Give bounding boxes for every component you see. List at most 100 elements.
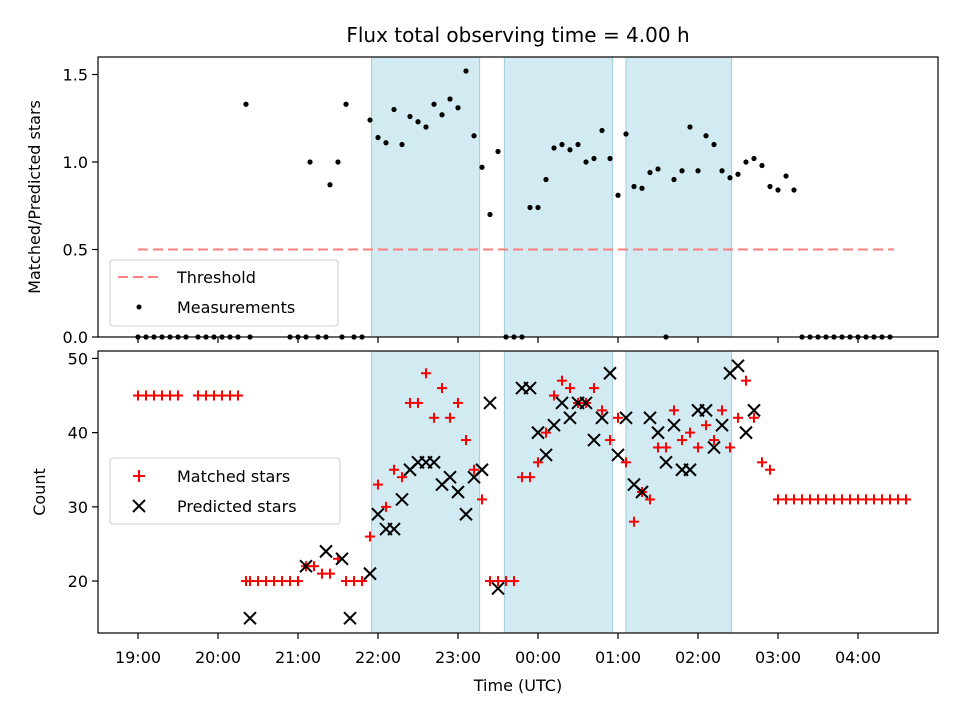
matched-star-point (533, 457, 543, 468)
predicted-star-point (643, 411, 657, 425)
measurement-point (535, 204, 541, 211)
predicted-star-point (667, 418, 681, 432)
measurement-point (343, 101, 349, 107)
predicted-star-stroke-b (335, 552, 349, 566)
matched-star-point (725, 442, 735, 453)
predicted-star-point (739, 425, 753, 440)
matched-star-point (733, 412, 743, 423)
matched-star-point (453, 397, 463, 408)
matched-star-point (709, 435, 719, 446)
predicted-star-point (731, 359, 745, 373)
predicted-star-point (747, 403, 761, 418)
predicted-star-stroke-b (555, 396, 569, 410)
matched-star-point (541, 427, 551, 438)
x-tick-label: 23:00 (435, 648, 481, 667)
matched-star-point (461, 435, 471, 446)
matched-star-point (389, 464, 399, 475)
measurement-point (727, 175, 733, 181)
measurement-point (487, 211, 493, 218)
predicted-star-point (443, 470, 457, 484)
measurement-point (551, 145, 557, 151)
measurement-point (495, 148, 501, 155)
matched-star-point (509, 576, 519, 587)
predicted-star-point (587, 433, 601, 447)
x-tick-label: 22:00 (355, 648, 401, 667)
bottom-legend: Matched stars Predicted stars (109, 457, 341, 525)
predicted-star-stroke-b (715, 418, 729, 432)
predicted-star-stroke-b (587, 433, 601, 447)
predicted-star-stroke-b (699, 403, 713, 418)
matched-star-point (413, 397, 423, 408)
measurement-point (647, 169, 653, 176)
top-panel: 0.0 0.5 1.0 1.5 Matched/Predicted stars Thr… (25, 56, 939, 347)
top-shaded-spans (371, 56, 733, 338)
measurement-point (391, 106, 397, 113)
matched-star-point (717, 405, 727, 416)
predicted-star-stroke-b (299, 559, 313, 573)
predicted-star-stroke-b (595, 411, 609, 425)
measurement-point (743, 159, 749, 165)
predicted-star-stroke-b (651, 425, 665, 440)
predicted-star-stroke-b (343, 611, 357, 625)
measurement-point (671, 176, 677, 183)
top-y-tick-label: 1.5 (63, 66, 88, 85)
x-tick-label: 21:00 (275, 648, 321, 667)
measurement-point (607, 155, 613, 162)
matched-star-point (701, 420, 711, 431)
matched-star-point (309, 561, 319, 572)
predicted-star-point (595, 411, 609, 425)
predicted-star-point (635, 485, 649, 499)
matched-legend-swatch (133, 470, 145, 482)
matched-star-point (469, 464, 479, 475)
predicted-star-point (699, 403, 713, 418)
predicted-star-stroke-b (739, 425, 753, 440)
matched-star-point (685, 427, 695, 438)
predicted-star-stroke-b (611, 448, 625, 462)
measurement-point (383, 140, 389, 146)
measurement-point (639, 185, 645, 191)
predicted-star-stroke-b (603, 366, 617, 380)
predicted-star-stroke-b (539, 448, 553, 462)
predicted-star-point (371, 507, 385, 521)
bottom-x-ticks: 19:00 20:00 21:00 22:00 23:00 00:00 01:00 02:00… (115, 633, 881, 667)
matched-star-point (749, 412, 759, 423)
matched-star-point (429, 412, 439, 423)
x-tick-label: 20:00 (195, 648, 241, 667)
top-shaded-span-1 (503, 56, 613, 338)
predicted-star-stroke-b (371, 507, 385, 521)
predicted-star-stroke-b (707, 440, 721, 455)
measurement-point (375, 134, 381, 141)
matched-star-point (621, 457, 631, 468)
predicted-star-point (363, 566, 377, 581)
measurement-point (367, 117, 373, 123)
predicted-star-point (343, 611, 357, 625)
measurement-point (623, 131, 629, 137)
measurement-point (679, 168, 685, 174)
matched-star-point (373, 479, 383, 490)
matched-legend-label: Matched stars (177, 467, 290, 486)
predicted-star-point (683, 463, 697, 477)
predicted-star-point (539, 448, 553, 462)
measurement-point (567, 147, 573, 153)
measurement-point (751, 155, 757, 162)
predicted-star-stroke-b (531, 425, 545, 440)
predicted-star-stroke-b (643, 411, 657, 425)
matched-star-point (357, 576, 367, 587)
matched-star-point (901, 494, 911, 505)
top-x-ticks (137, 337, 859, 343)
measurement-point (655, 166, 661, 172)
matched-star-point (173, 390, 183, 401)
matched-star-point (741, 375, 751, 386)
measurement-point (687, 124, 693, 130)
measurement-point (559, 141, 565, 148)
predicted-legend-label: Predicted stars (177, 497, 297, 516)
bottom-y-axis-label: Count (30, 468, 49, 516)
predicted-star-point (651, 425, 665, 440)
top-shaded-span-0 (371, 56, 481, 338)
matched-star-point (557, 375, 567, 386)
predicted-star-point (475, 463, 489, 477)
predicted-star-point (491, 581, 505, 596)
x-tick-label: 19:00 (115, 648, 161, 667)
matched-star-point (629, 516, 639, 527)
predicted-star-point (335, 552, 349, 566)
